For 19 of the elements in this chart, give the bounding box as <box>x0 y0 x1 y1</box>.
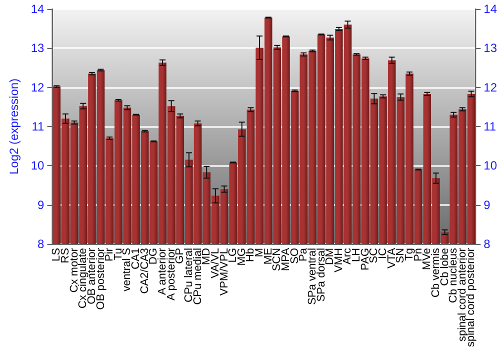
y-tick-label: 14 <box>30 2 45 16</box>
y-tick-label: 10 <box>30 158 45 173</box>
y2-tick-label: 11 <box>484 119 496 134</box>
y2-tick-label: 8 <box>484 236 491 251</box>
y-tick-label: 8 <box>38 236 45 251</box>
x-tick-label: A posterior <box>165 248 178 301</box>
y-tick-label: 9 <box>38 198 45 212</box>
y-tick-label: 12 <box>30 80 45 94</box>
y-axis-title: Log2 (expression) <box>7 78 21 175</box>
y-tick-label: 11 <box>32 119 45 134</box>
x-tick-label: RS <box>59 248 72 264</box>
x-tick-label: Tg <box>403 248 416 261</box>
y2-tick-label: 13 <box>484 41 498 56</box>
y2-tick-label: 14 <box>484 2 498 16</box>
y2-tick-label: 9 <box>484 198 491 212</box>
y2-tick-label: 12 <box>484 80 498 94</box>
y2-tick-label: 10 <box>484 158 498 173</box>
x-tick-label: spinal cord posterior <box>465 248 478 348</box>
y-tick-label: 13 <box>30 41 45 56</box>
